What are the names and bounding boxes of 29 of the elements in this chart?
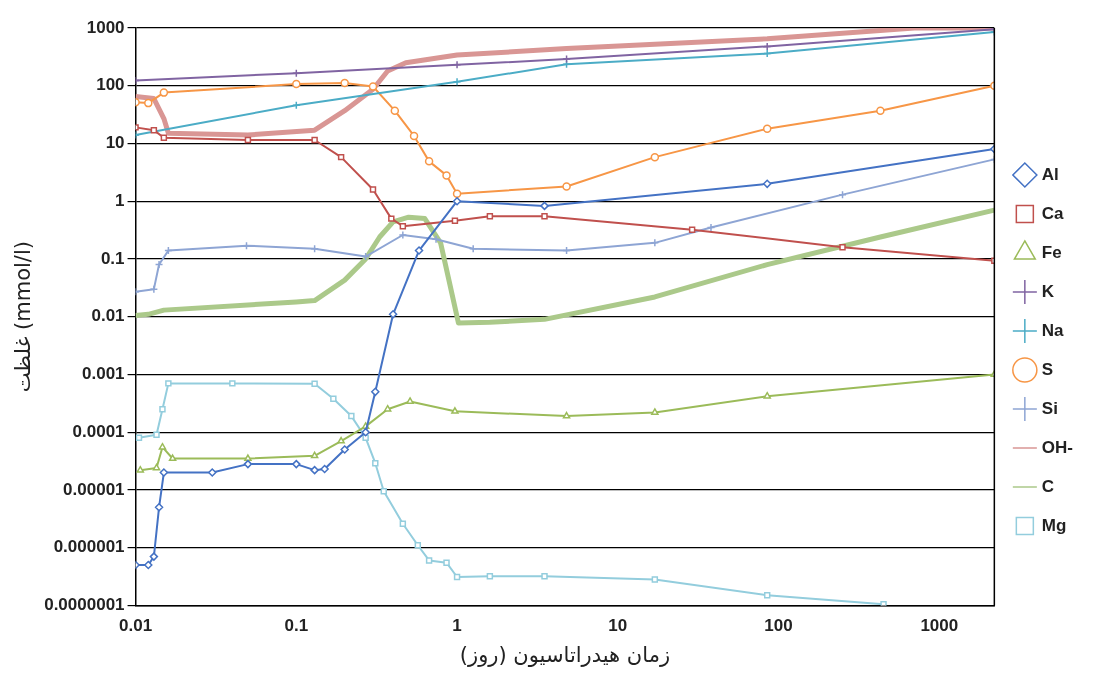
legend-label: Si xyxy=(1041,398,1058,418)
legend-label: Al xyxy=(1041,164,1059,184)
y-tick-label: 0.00001 xyxy=(63,479,125,499)
legend-label: Fe xyxy=(1041,242,1062,262)
x-tick-label: 0.01 xyxy=(119,616,153,636)
y-tick-label: 0.1 xyxy=(100,248,125,268)
y-axis-title: غلظت (mmol/l) xyxy=(11,241,36,393)
y-tick-label: 0.001 xyxy=(82,364,125,384)
x-tick-label: 0.1 xyxy=(284,616,309,636)
y-tick-label: 0.0000001 xyxy=(44,595,125,615)
legend-label: OH- xyxy=(1041,437,1074,457)
legend-label: K xyxy=(1041,281,1055,301)
legend-label: Ca xyxy=(1041,203,1065,223)
y-tick-label: 0.000001 xyxy=(53,537,125,557)
x-tick-label: 100 xyxy=(764,616,793,636)
legend-label: Mg xyxy=(1041,515,1067,535)
x-tick-label: 1000 xyxy=(920,616,959,636)
y-tick-label: 0.01 xyxy=(91,306,125,326)
x-tick-label: 1 xyxy=(452,616,462,636)
x-tick-label: 10 xyxy=(608,616,628,636)
legend-label: C xyxy=(1041,476,1055,496)
y-tick-label: 100 xyxy=(96,75,125,95)
x-axis-title: زمان هیدراتاسیون (روز) xyxy=(459,642,671,667)
legend-label: Na xyxy=(1041,320,1065,340)
y-tick-label: 1000 xyxy=(86,17,125,37)
y-tick-label: 10 xyxy=(105,133,125,153)
y-tick-label: 0.0001 xyxy=(72,421,125,441)
y-tick-label: 1 xyxy=(115,190,125,210)
legend-label: S xyxy=(1041,359,1054,379)
